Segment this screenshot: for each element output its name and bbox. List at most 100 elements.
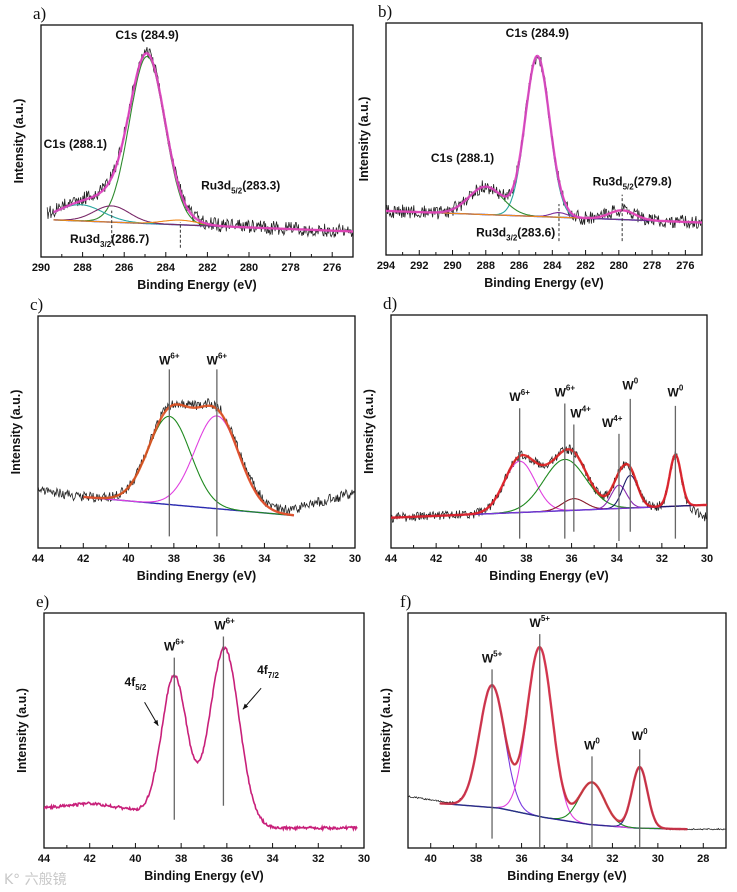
peak-annotation: W5+	[482, 649, 503, 665]
y-axis-title: Intensity (a.u.)	[15, 688, 29, 773]
x-tick-label: 290	[32, 262, 50, 274]
annotation-superscript: 0	[643, 727, 648, 736]
peak-annotation: C1s (284.9)	[506, 26, 569, 40]
x-tick-label: 36	[565, 553, 577, 565]
x-tick-label: 32	[312, 853, 324, 865]
component-peak-line	[391, 460, 707, 519]
peak-annotation: W6+	[164, 638, 185, 654]
annotation-main: W	[530, 616, 542, 630]
y-axis-title: Intensity (a.u.)	[357, 97, 371, 182]
x-tick-label: 286	[115, 262, 133, 274]
x-tick-label: 40	[475, 553, 487, 565]
x-axis-title: Binding Energy (eV)	[484, 276, 603, 290]
watermark: K° 六般镜	[4, 872, 67, 888]
annotation-main: C1s (288.1)	[44, 137, 107, 151]
annotation-tail: (279.8)	[634, 174, 672, 188]
annotation-main: W	[164, 640, 176, 654]
x-tick-label: 38	[470, 853, 482, 865]
peak-annotation: W6+	[214, 616, 235, 632]
x-axis-title: Binding Energy (eV)	[489, 569, 608, 583]
peak-annotation: 4f5/2	[125, 675, 147, 692]
plot-area	[408, 634, 726, 848]
annotation-main: Ru3d	[201, 179, 231, 193]
x-tick-label: 290	[443, 260, 461, 272]
panel-label: a)	[33, 4, 46, 23]
annotation-subscript: 3/2	[506, 233, 518, 242]
plot-area	[386, 54, 702, 242]
annotation-superscript: 6+	[226, 616, 235, 625]
x-tick-label: 36	[213, 553, 225, 565]
panel-label: d)	[383, 294, 397, 313]
x-axis-title: Binding Energy (eV)	[507, 869, 626, 883]
annotation-superscript: 6+	[521, 388, 530, 397]
annotation-main: C1s (288.1)	[431, 151, 494, 165]
annotation-main: W	[632, 729, 644, 743]
fit-envelope-line	[53, 52, 353, 233]
plot-frame	[390, 314, 708, 549]
fit-envelope-line	[391, 448, 707, 519]
x-tick-label: 286	[510, 260, 528, 272]
annotation-superscript: 6+	[170, 352, 179, 361]
peak-annotation: W0	[668, 384, 684, 400]
x-tick-label: 42	[77, 553, 89, 565]
x-tick-label: 30	[358, 853, 370, 865]
peak-annotation: W5+	[530, 614, 551, 630]
panel-f: f) 40 38 36 34 32 30 28 Binding Energy (eV) Inten…	[379, 592, 727, 883]
x-tick-label: 34	[561, 853, 574, 865]
x-axis-title: Binding Energy (eV)	[144, 869, 263, 883]
peak-annotation: Ru3d3/2(283.6)	[476, 225, 555, 242]
peak-annotation: W4+	[570, 405, 591, 421]
fit-envelope-line	[439, 645, 688, 831]
x-tick-label: 44	[385, 553, 398, 565]
x-tick-label: 284	[543, 260, 562, 272]
arrow-head-icon	[242, 703, 249, 710]
component-peak-line	[439, 766, 688, 830]
x-tick-label: 276	[323, 262, 341, 274]
annotation-main: 4f	[257, 663, 269, 677]
x-tick-label: 40	[425, 853, 437, 865]
peak-annotation: W6+	[207, 352, 228, 368]
panel-a: a) 290 288 286 284 282 280 278 276 Binding Energy…	[12, 4, 354, 292]
annotation-subscript: 5/2	[231, 187, 243, 196]
annotation-main: W	[584, 738, 596, 752]
annotation-main: W	[668, 386, 680, 400]
x-tick-label: 34	[266, 853, 279, 865]
peak-annotation: W4+	[602, 414, 623, 430]
x-tick-label: 282	[576, 260, 594, 272]
plot-area	[46, 47, 353, 248]
annotation-superscript: 0	[634, 377, 639, 386]
annotation-subscript: 5/2	[135, 683, 147, 692]
annotation-main: 4f	[125, 675, 137, 689]
annotation-main: W	[602, 416, 614, 430]
x-tick-label: 32	[304, 553, 316, 565]
x-axis-title: Binding Energy (eV)	[137, 569, 256, 583]
x-tick-label: 294	[377, 260, 396, 272]
annotation-main: W	[159, 354, 171, 368]
panel-c: c) 44 42 40 38 36 34 32 30 Binding Energy (eV) Int…	[9, 295, 361, 583]
panel-label: e)	[36, 592, 49, 611]
annotation-main: W	[509, 390, 521, 404]
annotation-tail: (283.6)	[517, 225, 555, 239]
annotation-subscript: 5/2	[623, 182, 635, 191]
x-tick-label: 30	[701, 553, 713, 565]
raw-spectrum-line	[38, 398, 355, 516]
plot-area	[38, 369, 355, 537]
plot-area	[391, 398, 707, 542]
annotation-main: C1s (284.9)	[506, 26, 569, 40]
x-tick-label: 30	[349, 553, 361, 565]
panel-label: f)	[400, 592, 411, 611]
annotation-main: W	[207, 354, 219, 368]
peak-annotation: Ru3d5/2(283.3)	[201, 179, 280, 196]
annotation-tail: (286.7)	[111, 232, 149, 246]
peak-annotation: W6+	[555, 384, 576, 400]
annotation-main: W	[214, 618, 226, 632]
annotation-main: Ru3d	[593, 174, 623, 188]
x-tick-label: 278	[281, 262, 299, 274]
x-tick-label: 34	[611, 553, 624, 565]
annotation-superscript: 4+	[613, 414, 622, 423]
annotation-main: Ru3d	[476, 225, 506, 239]
panel-d: d) 44 42 40 38 36 34 32 30 Binding Energy (eV) Int…	[362, 294, 713, 583]
x-tick-label: 44	[32, 553, 45, 565]
plot-frame	[43, 612, 365, 849]
